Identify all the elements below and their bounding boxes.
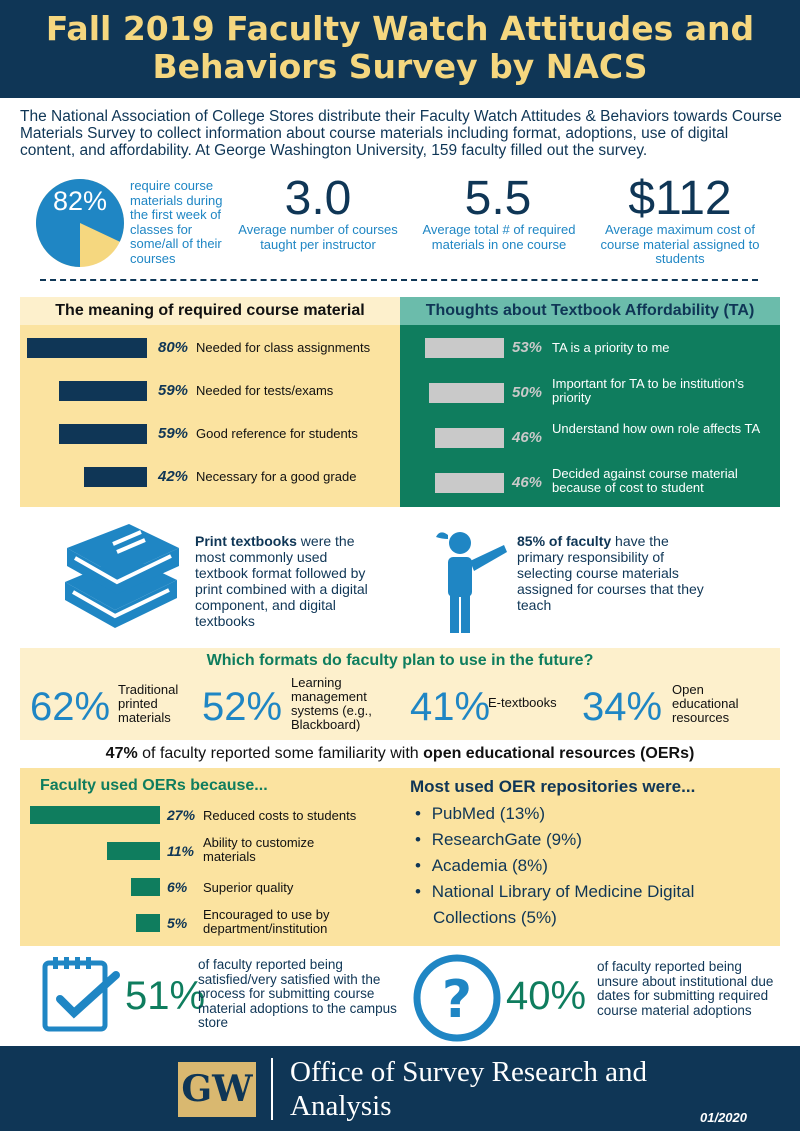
office-name: Office of Survey Research and Analysis [290, 1056, 647, 1122]
meaning-bar [27, 338, 147, 358]
oer-reason-percent: 27% [167, 807, 196, 823]
pie-percent-label: 82% [52, 186, 108, 216]
meaning-percent: 59% [158, 382, 189, 399]
format-label: Learning management systems (e.g., Black… [291, 675, 372, 732]
oer-reason-bar [136, 914, 160, 932]
courses-value: 3.0 [284, 172, 352, 225]
list-item: • PubMed (13%) [415, 804, 546, 823]
affordability-percent: 53% [512, 339, 543, 356]
svg-text:?: ? [442, 970, 472, 1030]
cost-value: $112 [628, 172, 732, 225]
meaning-percent: 42% [158, 468, 189, 485]
meaning-heading: The meaning of required course material [20, 297, 400, 325]
page-title: Fall 2019 Faculty Watch Attitudes and Be… [45, 9, 755, 86]
formats-panel [20, 648, 780, 740]
meaning-label: Good reference for students [196, 426, 358, 441]
oer-reason-label: Reduced costs to students [203, 808, 357, 823]
footer-banner [0, 1046, 800, 1131]
unsure-caption: of faculty reported being unsure about i… [597, 959, 774, 1018]
question-mark-icon: ? [413, 954, 501, 1042]
cost-caption: Average maximum cost of course material … [600, 222, 760, 266]
report-date: 01/2020 [700, 1110, 747, 1125]
repositories-list: • PubMed (13%) • ResearchGate (9%) • Aca… [415, 801, 775, 931]
affordability-label: TA is a priority to me [552, 340, 670, 355]
satisfied-caption: of faculty reported being satisfied/very… [198, 957, 397, 1030]
oer-reason-bar [131, 878, 160, 896]
meaning-bar [84, 467, 147, 487]
dashed-divider [40, 279, 758, 281]
format-percent: 41% [410, 685, 491, 729]
oer-reason-label: Encouraged to use by department/institut… [203, 907, 330, 936]
gw-logo [178, 1062, 256, 1117]
checklist-calendar-icon [42, 957, 120, 1032]
meaning-label: Necessary for a good grade [196, 469, 357, 484]
meaning-bar [58, 381, 147, 401]
formats-heading: Which formats do faculty plan to use in … [206, 652, 594, 669]
header-banner [0, 0, 800, 98]
meaning-label: Needed for class assignments [196, 340, 371, 355]
list-item: • ResearchGate (9%) [415, 830, 582, 849]
meaning-label: Needed for tests/exams [196, 383, 334, 398]
format-label: Traditional printed materials [118, 682, 179, 725]
format-percent: 34% [582, 685, 663, 729]
repositories-heading: Most used OER repositories were... [410, 777, 696, 796]
format-percent: 52% [202, 685, 283, 729]
print-callout: Print textbooks were the most commonly u… [195, 533, 368, 629]
oer-reason-label: Ability to customize materials [203, 835, 315, 864]
intro-paragraph: The National Association of College Stor… [20, 108, 782, 159]
list-item: • National Library of Medicine Digital C… [415, 882, 695, 927]
satisfied-percent: 51% [125, 974, 206, 1018]
list-item: • Academia (8%) [415, 856, 548, 875]
pie-slice-require [36, 179, 125, 267]
meaning-percent: 59% [158, 425, 189, 442]
pie-chart-icon [36, 179, 125, 267]
meaning-percent: 80% [158, 339, 189, 356]
oer-reason-percent: 6% [167, 879, 188, 895]
format-percent: 62% [30, 685, 111, 729]
unsure-percent: 40% [506, 974, 587, 1018]
affordability-percent: 46% [512, 429, 543, 446]
affordability-percent: 46% [512, 474, 543, 491]
oer-reason-bar [30, 806, 160, 824]
oer-reason-label: Superior quality [203, 880, 294, 895]
affordability-bar [424, 338, 504, 358]
person-pointing-icon [436, 532, 507, 633]
affordability-label: Understand how own role affects TA [552, 421, 761, 436]
meaning-panel [20, 297, 400, 507]
format-label: E-textbooks [488, 695, 557, 710]
materials-value: 5.5 [464, 172, 532, 225]
pie-caption: require course materials during the firs… [130, 178, 223, 266]
format-label: Open educational resources [672, 682, 739, 725]
oer-reasons-heading: Faculty used OERs because... [40, 777, 268, 794]
affordability-label: Decided against course material because … [552, 466, 738, 495]
gw-logo-text: GW [181, 1068, 253, 1110]
affordability-percent: 50% [512, 384, 543, 401]
affordability-bar [429, 383, 504, 403]
affordability-bar [435, 473, 504, 493]
faculty-callout: 85% of faculty have the primary responsi… [517, 533, 704, 613]
footer-divider [271, 1058, 273, 1120]
affordability-label: Important for TA to be institution's pri… [552, 376, 745, 405]
oer-familiarity-line: 47% of faculty reported some familiarity… [105, 745, 695, 762]
courses-caption: Average number of courses taught per ins… [238, 222, 398, 252]
oer-reason-percent: 5% [167, 915, 188, 931]
affordability-bar [435, 428, 504, 448]
affordability-heading: Thoughts about Textbook Affordability (T… [400, 297, 780, 325]
oer-reason-bar [107, 842, 160, 860]
oer-reason-percent: 11% [167, 843, 194, 859]
materials-caption: Average total # of required materials in… [422, 222, 576, 252]
books-icon [65, 524, 179, 628]
meaning-bar [58, 424, 147, 444]
